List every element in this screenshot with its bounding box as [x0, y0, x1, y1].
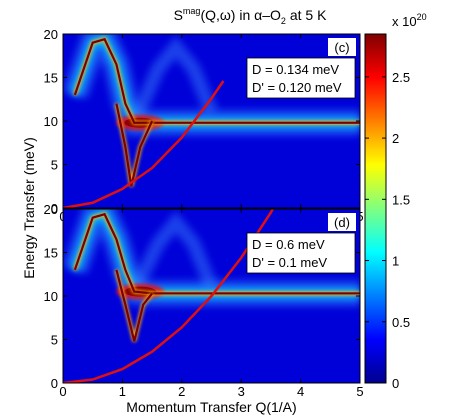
- y-tick-label: 10: [44, 289, 58, 304]
- colorbar-tick-label: 1: [392, 254, 399, 269]
- panel-d: 0 1 2 3 4 5 0 5 10 15 20 (d) D = 0.6 meV D' = 0.1 meV…: [44, 202, 364, 415]
- x-tick-label: 4: [297, 384, 304, 399]
- colorbar-multiplier: x 1020: [392, 12, 427, 29]
- parameter-box: [246, 232, 356, 274]
- kinematic-limit-line: [63, 80, 225, 208]
- parameter-text: D = 0.6 meV: [252, 237, 325, 252]
- parameter-text: D' = 0.120 meV: [252, 80, 342, 95]
- colorbar-tick-label: 0: [392, 376, 399, 391]
- kinematic-limit-line: [63, 209, 275, 383]
- x-tick-label: 5: [356, 384, 363, 399]
- band-ghost: [128, 211, 218, 295]
- panel-label-box: [328, 38, 356, 56]
- upper-dispersion: [73, 212, 360, 295]
- figure-title: Smag(Q,ω) in α–O2 at 5 K: [174, 6, 327, 26]
- upper-dispersion: [73, 37, 360, 124]
- x-tick-label: 0: [59, 384, 66, 399]
- colorbar-tick-label: 0.5: [392, 315, 410, 330]
- y-tick-label: 5: [51, 158, 58, 173]
- y-tick-label: 5: [51, 333, 58, 348]
- band-ghost: [127, 36, 218, 126]
- x-tick-label: 1: [119, 384, 126, 399]
- panel-label-box: [328, 213, 356, 231]
- parameter-text: D' = 0.1 meV: [252, 255, 327, 270]
- heatmap-intensity: [63, 209, 360, 383]
- y-tick-label: 20: [44, 27, 58, 42]
- y-tick-label: 0: [51, 376, 58, 391]
- x-axis-label: Momentum Transfer Q(1/A): [126, 399, 296, 415]
- lower-dispersion: [115, 103, 154, 187]
- y-tick-label: 15: [44, 71, 58, 86]
- colorbar-gradient: [364, 33, 387, 384]
- panel-label: (d): [334, 215, 350, 230]
- panel-label: (c): [334, 40, 349, 55]
- x-tick-label: 3: [238, 384, 245, 399]
- y-tick-label: 10: [44, 114, 58, 129]
- colorbar-tick-label: 2.5: [392, 70, 410, 85]
- y-tick-label: 15: [44, 246, 58, 261]
- y-axis-label: Energy Transfer (meV): [21, 137, 37, 279]
- colorbar: x 1020 0 0.5 1 1.5 2 2.5: [364, 12, 427, 391]
- x-tick-label: 2: [178, 384, 185, 399]
- colorbar-tick-label: 1.5: [392, 192, 410, 207]
- heatmap-intensity: [63, 34, 360, 208]
- parameter-text: D = 0.134 meV: [252, 62, 339, 77]
- y-tick-label: 20: [44, 202, 58, 217]
- lower-dispersion: [115, 269, 153, 342]
- colorbar-tick-label: 2: [392, 131, 399, 146]
- parameter-box: [246, 57, 356, 99]
- y-tick-label: 0: [51, 201, 58, 216]
